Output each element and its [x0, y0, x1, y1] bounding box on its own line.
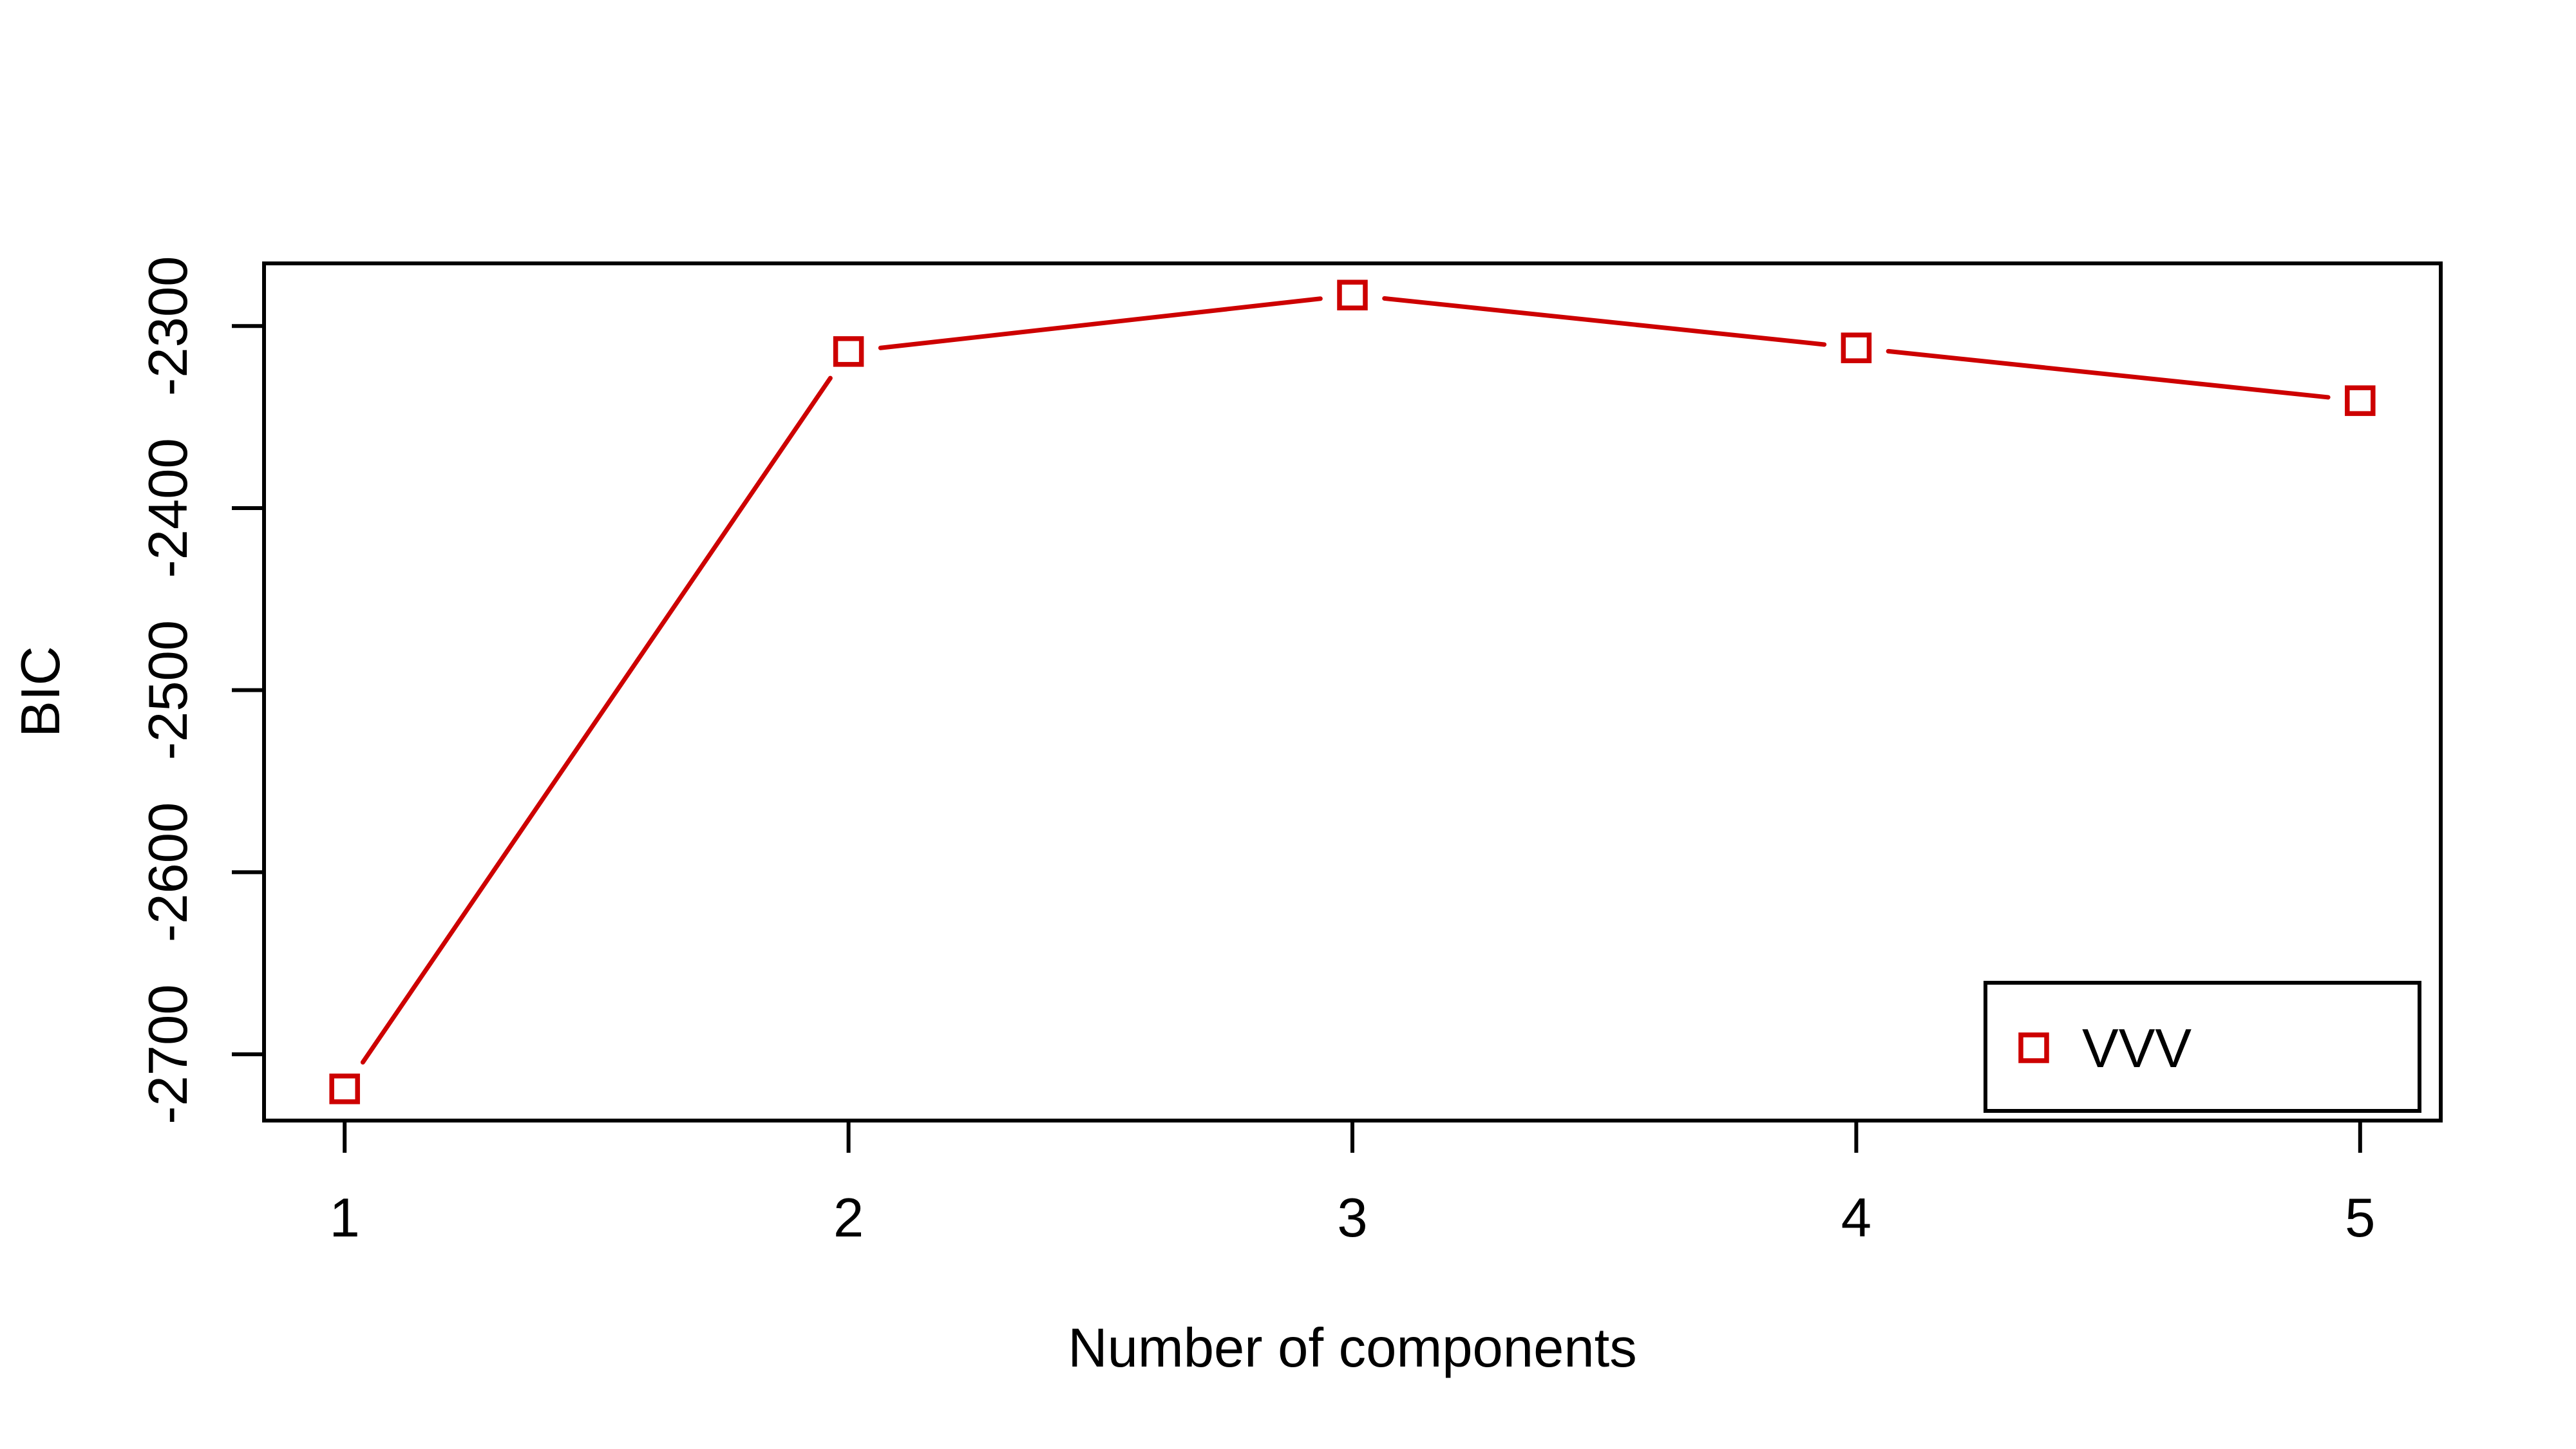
series-segment: [878, 296, 1323, 350]
y-axis-tick-labels: -2300 -2400 -2500 -2600 -2700: [138, 256, 199, 1124]
x-axis-title: Number of components: [1068, 1318, 1637, 1379]
data-point-marker: [2345, 385, 2376, 416]
data-point-marker: [1337, 279, 1368, 310]
series-segment: [360, 375, 833, 1065]
y-tick-label: -2500: [138, 620, 199, 760]
x-tick-label: 2: [833, 1188, 864, 1249]
legend-open-square-marker-icon: [2018, 1032, 2049, 1063]
x-tick-label: 1: [330, 1188, 360, 1249]
series-point-markers: [329, 279, 2376, 1104]
series-segment: [1886, 348, 2331, 400]
y-axis-title: BIC: [10, 646, 71, 737]
x-axis-tick-labels: 1 2 3 4 5: [330, 1188, 2376, 1249]
legend-box: [1984, 981, 2421, 1113]
series-segment: [1382, 296, 1827, 347]
y-tick-label: -2600: [138, 802, 199, 942]
data-point-marker: [833, 336, 864, 367]
data-point-marker: [1841, 332, 1872, 363]
x-axis-ticks: [343, 1121, 2362, 1153]
x-tick-label: 3: [1337, 1188, 1367, 1249]
y-tick-label: -2400: [138, 438, 199, 578]
x-tick-label: 5: [2345, 1188, 2375, 1249]
series-line-segments: [360, 296, 2331, 1065]
y-tick-label: -2700: [138, 984, 199, 1124]
data-point-marker: [329, 1074, 360, 1104]
legend-entry-label: VVV: [2082, 1018, 2192, 1079]
y-axis-ticks: [232, 324, 264, 1057]
y-tick-label: -2300: [138, 256, 199, 396]
legend: VVV: [1984, 981, 2421, 1113]
x-tick-label: 4: [1841, 1188, 1871, 1249]
